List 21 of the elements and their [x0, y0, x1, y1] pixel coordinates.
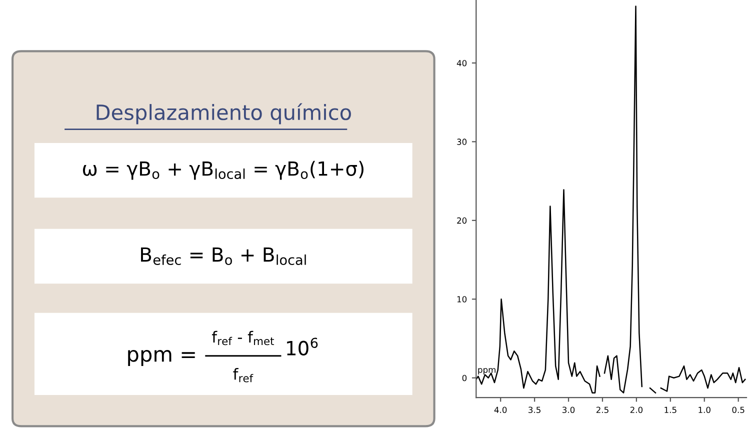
x-tick-label: 3.0: [562, 406, 575, 414]
x-tick-label: 2.0: [630, 406, 643, 414]
x-tick-label: 4.0: [494, 406, 507, 414]
annotation: ppm: [478, 368, 496, 374]
x-tick-label: 1.0: [698, 406, 710, 414]
x-tick-label: 0.5: [732, 406, 744, 414]
text: 10$^{6}$: [287, 338, 318, 356]
text: f$_{ref}$ - f$_{met}$: [212, 330, 274, 346]
y-tick-label: 0: [462, 374, 467, 382]
x-tick-label: 2.5: [596, 406, 608, 414]
x-tick-label: 1.5: [664, 406, 676, 414]
y-tick-label: 20: [457, 217, 467, 224]
text: Desplazamiento químico: [96, 103, 351, 124]
text: f$_{ref}$: [233, 368, 254, 382]
text: ω = γB$_{o}$ + γB$_{local}$ = γB$_{o}$(1+σ): [82, 160, 364, 180]
x-tick-label: 3.5: [528, 406, 540, 414]
y-tick-label: 30: [457, 138, 467, 145]
text: ppm =: [128, 350, 195, 366]
y-tick-label: 40: [456, 60, 467, 66]
y-tick-label: 10: [457, 296, 467, 302]
text: B$_{efec}$ = B$_{o}$ + B$_{local}$: [141, 247, 306, 266]
